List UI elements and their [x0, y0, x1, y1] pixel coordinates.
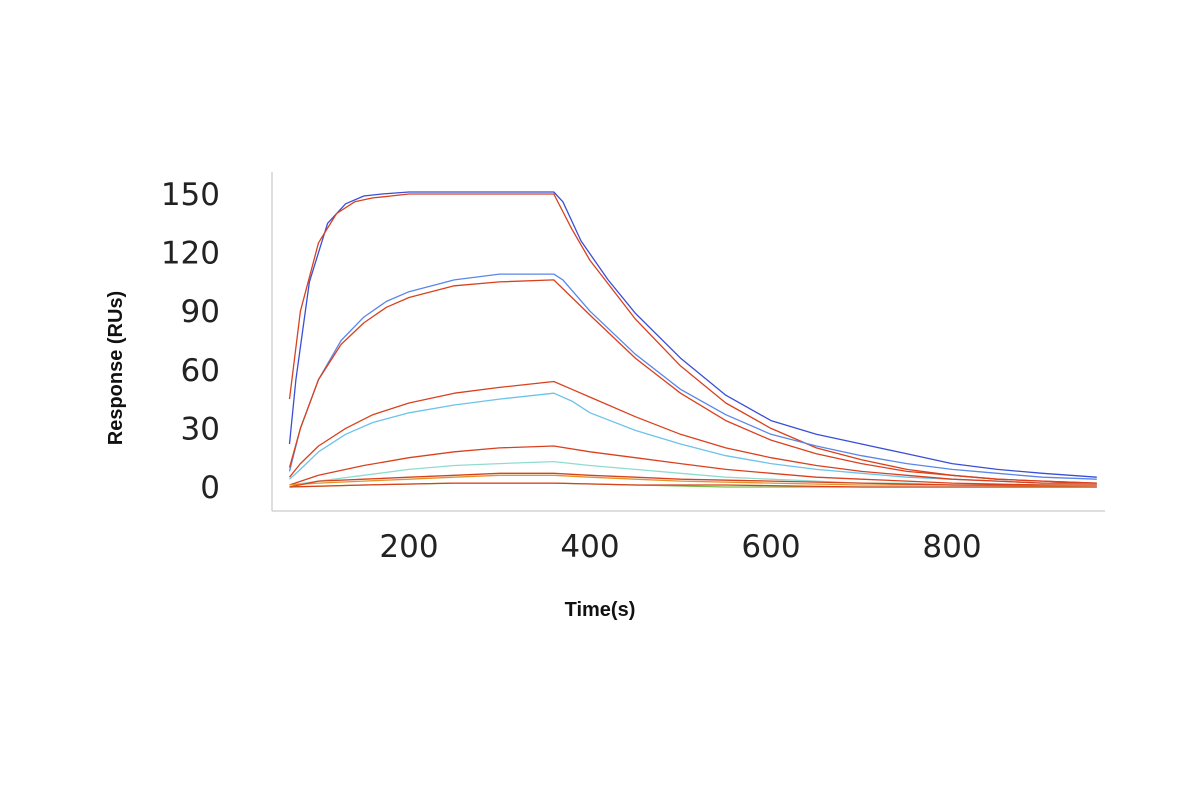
fit-curve-5: [288, 380, 1097, 484]
measured-curve-4: [289, 392, 1097, 484]
y-tick-label: 60: [181, 353, 220, 389]
x-tick-labels: 200 400 600 800: [379, 529, 981, 565]
measured-curve-6: [289, 460, 1097, 486]
y-tick-label: 90: [181, 294, 220, 330]
measured-curve-0: [288, 191, 1097, 478]
y-tick-label: 120: [161, 236, 220, 272]
x-tick-label: 400: [560, 529, 619, 565]
fit-curve-1: [288, 193, 1097, 484]
series-layer: [288, 191, 1097, 488]
y-axis-title: Response (RUs): [105, 291, 127, 445]
x-tick-label: 200: [379, 529, 438, 565]
fit-curve-3: [288, 279, 1097, 484]
y-tick-label: 0: [200, 470, 220, 506]
fit-curve-9: [289, 472, 1097, 488]
x-axis-title: Time(s): [565, 599, 636, 621]
y-tick-label: 30: [181, 411, 220, 447]
y-tick-label: 150: [161, 177, 220, 213]
x-tick-label: 600: [741, 529, 800, 565]
fit-curve-11: [289, 482, 1097, 488]
fit-curve-7: [289, 445, 1097, 486]
measured-curve-8: [289, 474, 1097, 488]
measured-curve-2: [288, 273, 1097, 480]
x-tick-label: 800: [922, 529, 981, 565]
y-tick-labels: 0 30 60 90 120 150: [161, 177, 220, 506]
